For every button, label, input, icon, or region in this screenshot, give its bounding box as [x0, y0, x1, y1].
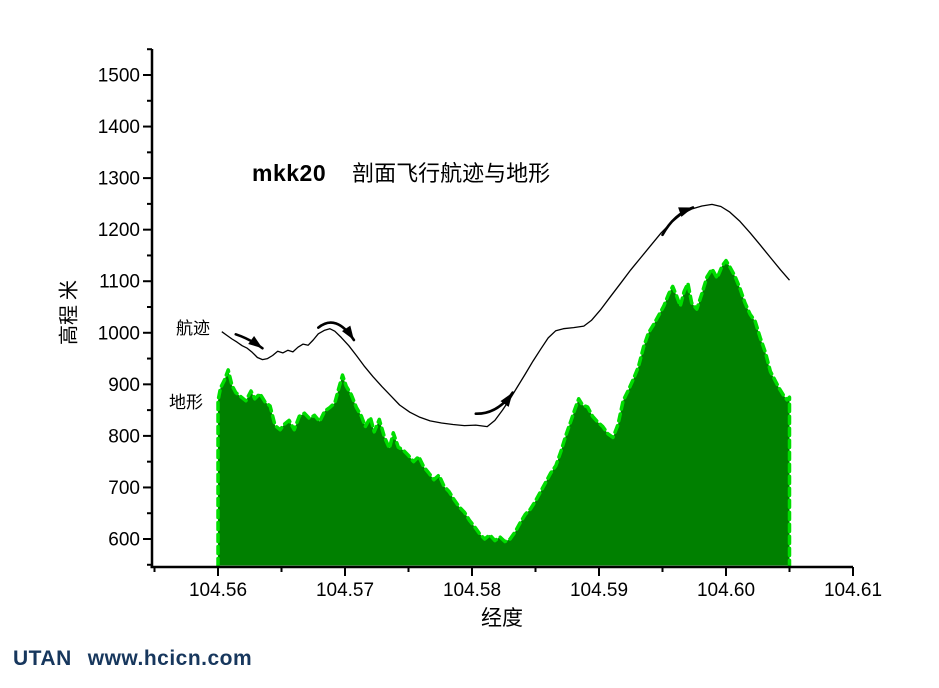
y-tick-label: 1300 — [98, 169, 140, 190]
x-axis-title: 经度 — [481, 606, 523, 630]
y-tick-label: 1500 — [98, 66, 140, 87]
footer-url: www.hcicn.com — [87, 647, 253, 670]
x-tick-label: 104.60 — [697, 580, 755, 601]
terrain-outline — [216, 258, 792, 568]
arrowhead-icon-2 — [341, 325, 354, 340]
x-tick-label: 104.59 — [570, 580, 628, 601]
y-tick-label: 1100 — [99, 272, 140, 293]
y-tick-label: 800 — [108, 426, 140, 447]
chart-title-text: 剖面飞行航迹与地形 — [352, 161, 551, 186]
footer-brand: UTAN — [13, 647, 72, 670]
chart-title: mkk20 剖面飞行航迹与地形 — [252, 156, 550, 188]
arrowhead-icon-3 — [500, 392, 513, 407]
y-tick-label: 1000 — [98, 323, 140, 344]
x-tick-label: 104.57 — [316, 580, 374, 601]
arrowhead-icon-4 — [678, 207, 693, 217]
x-tick-label: 104.56 — [189, 580, 247, 601]
x-tick-label: 104.58 — [443, 580, 501, 601]
series-label-terrain: 地形 — [169, 393, 203, 412]
series-label-flight-path: 航迹 — [176, 319, 210, 338]
y-tick-label: 700 — [108, 478, 140, 499]
terrain-area — [218, 260, 790, 566]
chart-title-prefix: mkk20 — [252, 160, 327, 186]
y-tick-label: 1400 — [98, 117, 140, 138]
y-tick-label: 600 — [108, 530, 140, 551]
flight-direction-arrow-4 — [661, 206, 695, 237]
y-tick-label: 900 — [108, 375, 140, 396]
x-tick-label: 104.61 — [824, 580, 882, 601]
arrowhead-icon-1 — [248, 335, 263, 349]
footer-watermark: UTAN www.hcicn.com — [13, 647, 252, 671]
y-axis-title: 高程 米 — [58, 280, 81, 345]
y-tick-label: 1200 — [98, 220, 140, 241]
